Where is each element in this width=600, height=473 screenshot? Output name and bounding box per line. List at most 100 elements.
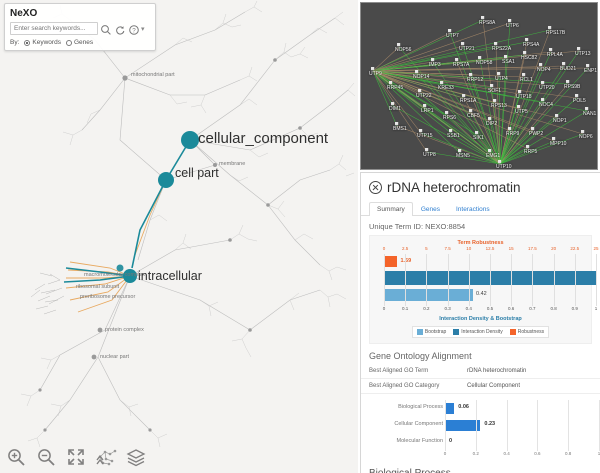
reset-icon[interactable] <box>114 23 126 35</box>
tab-summary[interactable]: Summary <box>369 202 413 216</box>
unique-term-id: Unique Term ID: NEXO:8854 <box>369 222 466 231</box>
gene-label-rrp45[interactable]: RRP45 <box>387 85 404 91</box>
label-macromolecular-complex[interactable]: macromolecular complex <box>84 272 146 278</box>
gene-label-rps8a[interactable]: RPS8A <box>479 20 496 26</box>
tab-interactions[interactable]: Interactions <box>455 206 490 213</box>
label-preribosome-precursor[interactable]: preribosome precursor <box>80 294 136 300</box>
network-toolbar[interactable] <box>0 441 358 473</box>
gene-label-nop56[interactable]: NOP56 <box>395 47 412 53</box>
gene-label-utp5[interactable]: UTP5 <box>515 109 528 115</box>
layers-icon[interactable] <box>126 447 146 467</box>
gene-label-dim1[interactable]: DIM1 <box>389 106 401 112</box>
gene-label-sik1[interactable]: SIK1 <box>473 135 484 141</box>
help-icon[interactable]: ? <box>128 23 140 35</box>
gene-label-pwp2[interactable]: PWP2 <box>529 131 544 137</box>
fit-screen-icon[interactable] <box>66 447 86 467</box>
label-protein-complex[interactable]: protein complex <box>105 327 144 333</box>
gene-label-imp3[interactable]: IMP3 <box>429 62 441 68</box>
gene-label-msn5[interactable]: MSN5 <box>456 153 470 159</box>
gene-label-rps9b[interactable]: RPS9B <box>564 84 581 90</box>
gene-label-bms1[interactable]: BMS1 <box>393 126 407 132</box>
label-intracellular[interactable]: intracellular <box>138 269 202 283</box>
gene-label-utp10[interactable]: UTP10 <box>496 164 512 170</box>
gene-label-utp18[interactable]: UTP18 <box>516 94 532 100</box>
gene-label-lrp1[interactable]: LRP1 <box>421 108 434 114</box>
gene-label-utp8[interactable]: UTP8 <box>423 152 436 158</box>
label-membrane[interactable]: membrane <box>219 161 246 167</box>
gene-label-rps1a[interactable]: RPS1A <box>460 98 477 104</box>
gene-label-utp22[interactable]: UTP22 <box>416 93 432 99</box>
gene-label-rps22a[interactable]: RPS22A <box>492 46 512 52</box>
gene-label-utp21[interactable]: UTP21 <box>459 46 475 52</box>
gene-label-nop6[interactable]: NOP6 <box>579 134 593 140</box>
gene-label-utp20[interactable]: UTP20 <box>539 85 555 91</box>
gene-label-pol5[interactable]: POL5 <box>573 98 586 104</box>
search-by-row[interactable]: By: Keywords Genes <box>10 39 150 46</box>
label-ribosomal-subunit[interactable]: ribosomal subunit <box>76 284 120 290</box>
gene-label-rps17b[interactable]: RPS17B <box>546 30 566 36</box>
gene-network-graph[interactable] <box>361 3 598 170</box>
term-info-panel[interactable]: rDNA heterochromatin Summary Genes Inter… <box>360 172 600 473</box>
gene-label-ssa1[interactable]: SSA1 <box>502 59 515 65</box>
gene-label-utp6[interactable]: UTP6 <box>506 23 519 29</box>
gene-label-bud21[interactable]: BUD21 <box>560 66 577 72</box>
bottom-tick: 0.1 <box>402 306 409 311</box>
tab-genes[interactable]: Genes <box>420 206 440 213</box>
go-value-cellular-component: 0.23 <box>484 421 496 427</box>
gene-label-nop14[interactable]: NOP14 <box>413 74 430 80</box>
chevron-down-icon[interactable]: ▾ <box>141 25 145 33</box>
radio-keywords[interactable] <box>24 39 31 46</box>
label-cellular-component[interactable]: cellular_component <box>198 130 329 147</box>
gene-label-nop1[interactable]: NOP1 <box>553 118 567 124</box>
gene-label-utp4[interactable]: UTP4 <box>495 76 508 82</box>
node-cellular-component <box>181 131 199 149</box>
gene-label-dip2[interactable]: DIP2 <box>486 121 498 127</box>
go-tick: 0.8 <box>565 451 572 456</box>
ontology-network-view[interactable]: NeXO ? ▾ By: Keywords Genes cellular_com… <box>0 0 358 473</box>
gene-label-emg1[interactable]: EMG1 <box>486 153 501 159</box>
gene-label-ssb1[interactable]: SSB1 <box>447 133 460 139</box>
gene-label-utp15[interactable]: UTP15 <box>417 133 433 139</box>
gene-label-rps13[interactable]: RPS13 <box>491 103 507 109</box>
zoom-out-icon[interactable] <box>36 447 56 467</box>
go-tick: 1 <box>598 451 600 456</box>
label-mitochondrial-part[interactable]: mitochondrial part <box>131 72 175 78</box>
gene-label-utp7[interactable]: UTP7 <box>446 33 459 39</box>
ontology-network-graph[interactable] <box>0 0 358 473</box>
gene-label-rpl4a[interactable]: RPL4A <box>547 52 563 58</box>
gene-label-cbf5[interactable]: CBF5 <box>467 113 480 119</box>
radio-genes[interactable] <box>65 39 72 46</box>
top-tick: 25 <box>593 246 599 251</box>
gene-label-utp13[interactable]: UTP13 <box>575 51 591 57</box>
label-nuclear-part[interactable]: nuclear part <box>100 354 130 360</box>
gene-label-nop4[interactable]: NOP4 <box>537 67 551 73</box>
gene-label-nop58[interactable]: NOP58 <box>476 60 493 66</box>
gene-label-rps4a[interactable]: RPS4A <box>523 42 540 48</box>
gene-label-mpp10[interactable]: MPP10 <box>550 141 567 147</box>
gene-label-rps7a[interactable]: RPS7A <box>453 62 470 68</box>
gene-label-sof1[interactable]: SOF1 <box>488 88 502 94</box>
gene-label-kre33[interactable]: KRE33 <box>438 85 454 91</box>
search-icon[interactable] <box>100 23 112 35</box>
gene-label-enp1[interactable]: ENP1 <box>584 68 598 74</box>
zoom-in-icon[interactable] <box>6 447 26 467</box>
gene-label-rps6[interactable]: RPS6 <box>443 115 457 121</box>
gene-label-noc4[interactable]: NOC4 <box>539 102 553 108</box>
legend-item-bootstrap: Bootstrap <box>416 329 446 335</box>
gene-interaction-network[interactable]: UTP9 NOP56 UTP7 RPS8A UTP6 RPS17B UTP21 RPS22A R… <box>360 2 598 170</box>
fit-selected-icon[interactable] <box>96 447 117 467</box>
grid-line <box>553 254 555 306</box>
search-panel[interactable]: NeXO ? ▾ By: Keywords Genes <box>4 3 156 51</box>
search-row[interactable]: ? ▾ <box>10 22 150 35</box>
search-input[interactable] <box>10 22 98 35</box>
gene-label-rrp9[interactable]: RRP9 <box>506 131 520 137</box>
gene-label-nan1[interactable]: NAN1 <box>583 111 597 117</box>
panel-tabs[interactable]: Summary Genes Interactions <box>361 201 600 216</box>
gene-label-hsc82[interactable]: HSC82 <box>521 55 538 61</box>
close-icon[interactable] <box>369 181 382 194</box>
gene-label-rrp5[interactable]: RRP5 <box>524 149 538 155</box>
label-cell-part[interactable]: cell part <box>175 166 219 180</box>
gene-label-rcl1[interactable]: RCL1 <box>520 77 533 83</box>
gene-label-rrp12[interactable]: RRP12 <box>467 77 484 83</box>
gene-label-utp9[interactable]: UTP9 <box>369 71 382 77</box>
